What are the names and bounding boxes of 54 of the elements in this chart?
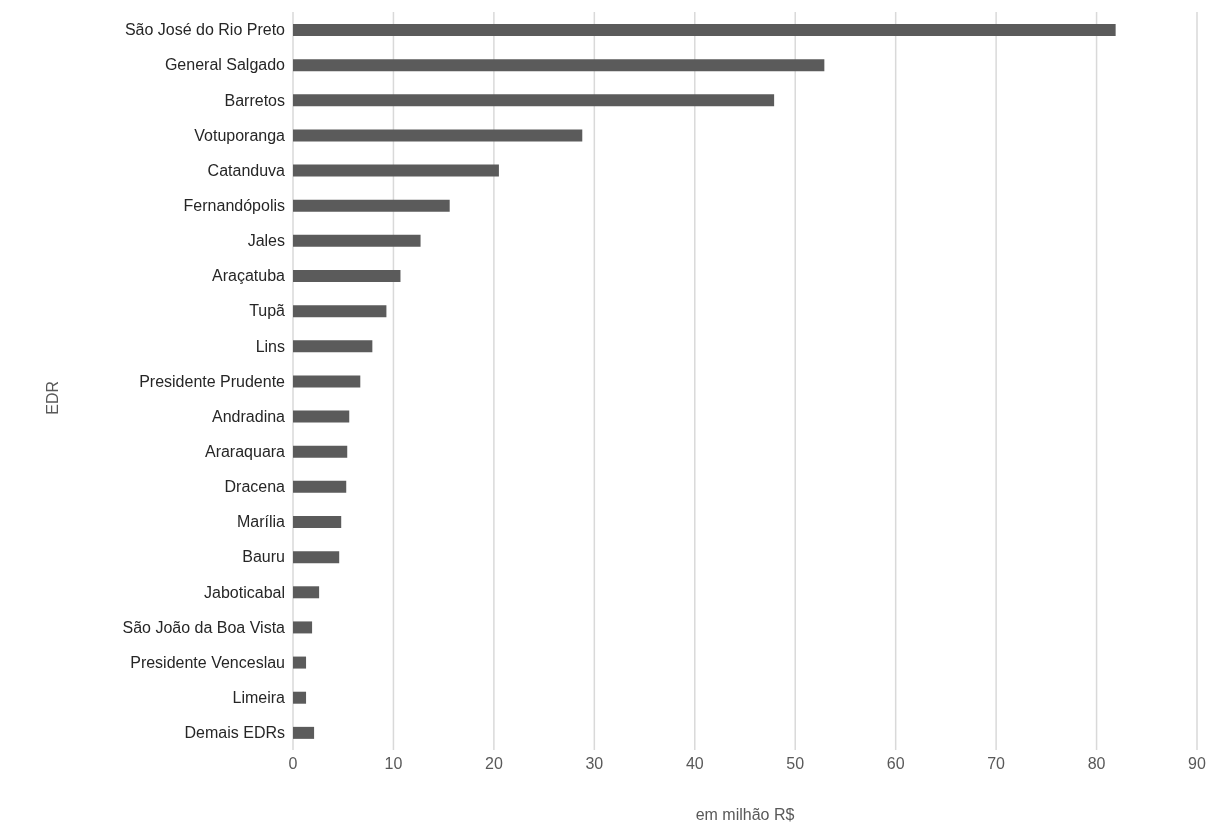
bar: [293, 199, 450, 212]
y-tick-label: Jaboticabal: [204, 583, 285, 601]
y-tick-label: Jales: [247, 232, 285, 250]
bar: [293, 586, 320, 599]
x-tick-label: 0: [288, 755, 298, 773]
bar: [293, 621, 313, 634]
y-tick-label: Catanduva: [207, 161, 286, 179]
x-tick-label: 50: [786, 755, 805, 773]
x-tick-label: 90: [1188, 755, 1206, 773]
x-tick-label: 80: [1087, 755, 1106, 773]
y-tick-label: Barretos: [224, 91, 285, 109]
bar: [293, 129, 583, 142]
bar: [293, 305, 387, 318]
x-tick-label: 60: [886, 755, 905, 773]
y-tick-label: Marília: [236, 513, 286, 531]
x-tick-label: 20: [484, 755, 503, 773]
bar: [293, 270, 401, 282]
x-tick-label: 40: [685, 755, 704, 773]
bar: [293, 551, 340, 564]
y-tick-label: São João da Boa Vista: [122, 618, 286, 636]
x-tick-label: 30: [585, 755, 604, 773]
y-tick-label: Araçatuba: [212, 267, 286, 285]
bar: [293, 691, 307, 704]
y-tick-label: Demais EDRs: [184, 724, 285, 742]
y-tick-label: Fernandópolis: [183, 196, 285, 214]
bar: [293, 340, 373, 353]
bar: [293, 480, 347, 493]
y-tick-label: Votuporanga: [194, 126, 286, 144]
bar: [293, 94, 775, 107]
y-tick-label: Dracena: [224, 478, 286, 496]
x-tick-label: 10: [384, 755, 403, 773]
x-axis-title: em milhão R$: [695, 806, 795, 823]
bar: [293, 445, 348, 458]
bar: [293, 516, 342, 528]
bar: [293, 234, 421, 247]
bar: [293, 24, 1116, 36]
bar: [293, 59, 825, 72]
y-tick-label: Lins: [255, 337, 285, 355]
x-tick-label: 70: [987, 755, 1006, 773]
y-tick-label: Bauru: [242, 548, 285, 566]
y-tick-label: Andradina: [212, 407, 286, 425]
y-tick-label: Presidente Venceslau: [130, 653, 285, 671]
y-axis-title: EDR: [43, 381, 61, 415]
bar: [293, 164, 499, 177]
y-tick-label: São José do Rio Preto: [124, 21, 286, 39]
y-tick-label: Limeira: [232, 688, 286, 706]
bar: [293, 656, 307, 669]
bar: [293, 375, 361, 388]
y-tick-label: Tupã: [249, 302, 286, 320]
y-tick-label: Presidente Prudente: [139, 372, 286, 390]
bar: [293, 410, 350, 423]
bar: [293, 726, 315, 739]
y-tick-label: Araraquara: [204, 442, 286, 460]
y-tick-label: General Salgado: [164, 56, 286, 74]
